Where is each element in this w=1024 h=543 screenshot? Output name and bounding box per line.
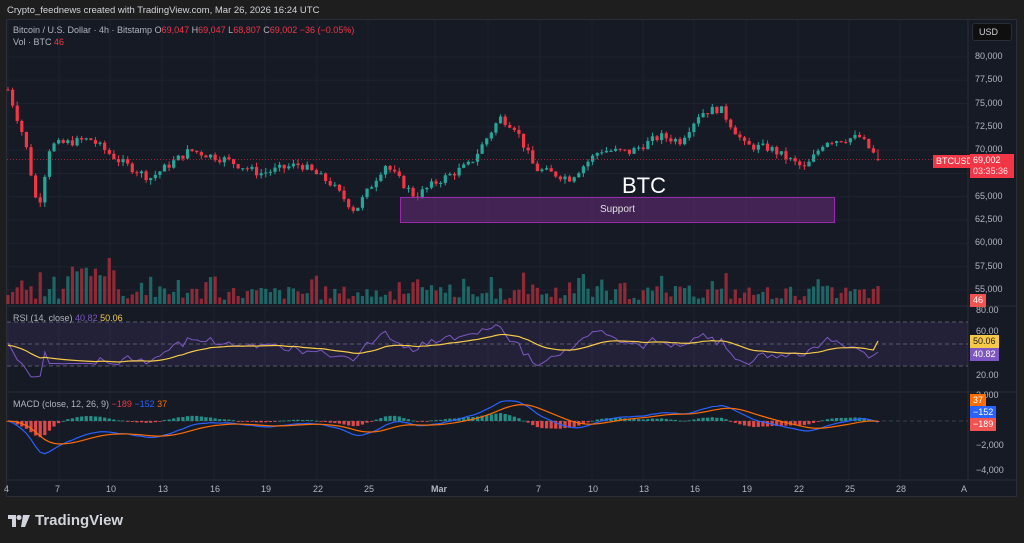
axis-tick-label: −4,000: [976, 465, 1004, 475]
close-value: 69,002: [269, 25, 298, 35]
time-tick-label: 28: [896, 484, 907, 494]
axis-tick-label: 75,000: [975, 97, 1003, 108]
time-tick-label: 4: [4, 484, 10, 494]
time-tick-label: A: [961, 484, 968, 494]
axis-tick-label: 80.00: [976, 305, 999, 315]
axis-tick-label: 60.00: [976, 326, 999, 336]
bar-countdown: 03:35:36: [973, 166, 1009, 176]
chart-attribution: Crypto_feednews created with TradingView…: [7, 5, 320, 16]
currency-button[interactable]: USD: [972, 23, 1012, 41]
axis-tick-label: 20.00: [976, 370, 999, 380]
axis-tick-label: 70,000: [975, 144, 1003, 155]
last-price: 69,002: [973, 155, 1001, 165]
time-tick-label: 19: [742, 484, 753, 494]
macd-hist-value: −189: [111, 399, 132, 409]
last-price-tag: 69,002 03:35:36: [970, 154, 1014, 178]
symbol-name: Bitcoin / U.S. Dollar · 4h · Bitstamp: [13, 25, 153, 35]
axis-tick-label: 80,000: [975, 51, 1003, 61]
rsi-ma-tag: 50.06: [970, 335, 999, 348]
rsi-legend: RSI (14, close) 40.82 50.06: [13, 313, 123, 323]
time-tick-label: 22: [794, 484, 805, 494]
axis-tick-label: 60,000: [975, 237, 1003, 248]
time-tick-label: Mar: [431, 484, 448, 494]
volume-tag: 46: [970, 294, 987, 307]
time-tick-label: 7: [55, 484, 61, 494]
low-value: 68,807: [233, 25, 261, 35]
tradingview-logo-icon: [8, 514, 30, 527]
axis-tick-label: 65,000: [975, 190, 1003, 201]
tradingview-brand: TradingView: [35, 512, 124, 529]
time-tick-label: 25: [845, 484, 856, 494]
volume-legend: Vol · BTC 46: [13, 37, 65, 47]
axis-tick-label: 2,000: [976, 390, 999, 400]
macd-hist-tag: −189: [970, 418, 997, 431]
macd-line-tag: −152: [970, 406, 997, 419]
time-tick-label: 4: [484, 484, 490, 494]
macd-line-value: −152: [134, 399, 155, 409]
time-tick-label: 13: [158, 484, 169, 494]
axis-tick-label: −2,000: [976, 440, 1004, 450]
support-zone[interactable]: Support: [400, 197, 835, 223]
axis-tick-label: 77,500: [975, 74, 1003, 85]
axis-tick-label: 72,500: [975, 120, 1003, 131]
btc-annotation[interactable]: BTC: [622, 173, 666, 198]
time-tick-label: 10: [106, 484, 117, 494]
rsi-tag: 40.82: [970, 348, 999, 361]
rsi-value: 40.82: [75, 313, 98, 323]
axis-tick-label: 62,500: [975, 214, 1003, 225]
time-tick-label: 7: [536, 484, 542, 494]
high-value: 69,047: [198, 25, 226, 35]
time-tick-label: 13: [639, 484, 650, 494]
tradingview-logo[interactable]: TradingView: [8, 512, 123, 529]
time-tick-label: 19: [261, 484, 272, 494]
time-tick-label: 25: [364, 484, 375, 494]
time-tick-label: 16: [210, 484, 221, 494]
macd-signal-value: 37: [157, 399, 168, 409]
volume-value: 46: [54, 37, 65, 47]
time-tick-label: 10: [588, 484, 599, 494]
open-value: 69,047: [161, 25, 190, 35]
axis-tick-label: 55,000: [975, 284, 1003, 294]
time-tick-label: 22: [313, 484, 324, 494]
change-value: −36 (−0.05%): [299, 25, 355, 35]
axis-tick-label: 57,500: [975, 260, 1003, 271]
time-tick-label: 16: [690, 484, 701, 494]
symbol-tag: BTCUSD: [933, 155, 977, 168]
rsi-ma-value: 50.06: [100, 313, 123, 323]
macd-signal-tag: 37: [970, 394, 987, 407]
macd-legend: MACD (close, 12, 26, 9) −189 −152 37: [13, 399, 168, 409]
price-legend: Bitcoin / U.S. Dollar · 4h · Bitstamp O6…: [13, 25, 355, 35]
